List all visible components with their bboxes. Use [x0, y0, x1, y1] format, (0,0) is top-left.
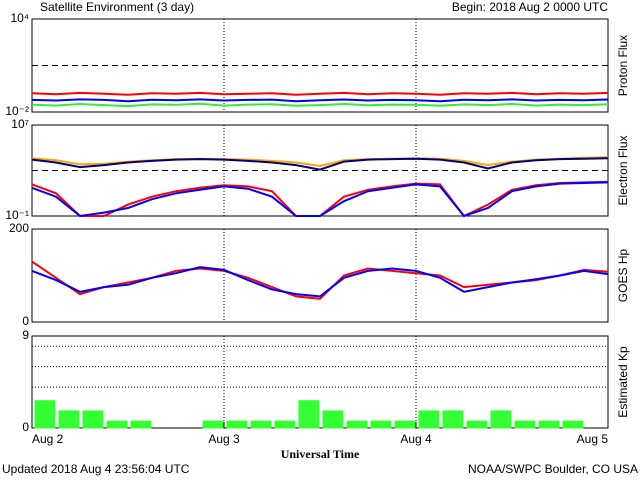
y-tick-label: 0 — [22, 314, 29, 328]
y-axis-label: Proton Flux — [616, 35, 630, 96]
panel-frame — [31, 18, 609, 113]
kp-bar — [562, 420, 584, 429]
kp-bar — [514, 420, 536, 429]
y-axis-label: Electron Flux — [616, 135, 630, 205]
panel-frame — [31, 228, 609, 323]
kp-bar — [106, 420, 128, 429]
data-line — [31, 98, 609, 103]
kp-bar — [370, 420, 392, 429]
credit: NOAA/SWPC Boulder, CO USA — [468, 462, 638, 476]
kp-bar — [298, 400, 320, 429]
y-tick-label: 10⁴ — [10, 11, 29, 25]
y-tick-label: 10⁷ — [11, 117, 29, 131]
kp-bar — [250, 420, 272, 429]
x-tick-label: Aug 2 — [32, 432, 64, 446]
kp-bar — [466, 420, 488, 429]
data-line — [31, 181, 609, 218]
kp-bar — [490, 410, 512, 429]
kp-bar — [130, 420, 152, 429]
kp-bar — [346, 420, 368, 429]
kp-bar — [274, 420, 296, 429]
data-line — [31, 91, 609, 96]
kp-bar — [538, 420, 560, 429]
y-tick-label: 0 — [22, 420, 29, 434]
x-tick-label: Aug 3 — [208, 432, 240, 446]
y-tick-label: 9 — [22, 328, 29, 342]
data-line — [31, 102, 609, 108]
updated-time: Updated 2018 Aug 4 23:56:04 UTC — [2, 462, 190, 476]
kp-bar — [418, 410, 440, 429]
kp-bar — [394, 420, 416, 429]
data-line — [31, 180, 609, 218]
y-axis-label: Estimated Kp — [616, 346, 630, 418]
kp-bar — [322, 410, 344, 429]
panel-frame — [31, 335, 609, 429]
kp-bar — [82, 410, 104, 429]
x-tick-label: Aug 5 — [577, 432, 609, 446]
kp-bar — [202, 420, 224, 429]
kp-bar — [442, 410, 464, 429]
x-axis-label: Universal Time — [281, 447, 360, 461]
y-tick-label: 10⁻¹ — [5, 208, 29, 222]
title: Satellite Environment (3 day) — [40, 0, 194, 14]
x-tick-label: Aug 4 — [400, 432, 432, 446]
data-line — [31, 266, 609, 298]
begin-time: Begin: 2018 Aug 2 0000 UTC — [452, 0, 608, 14]
y-axis-label: GOES Hp — [616, 249, 630, 303]
y-tick-label: 10⁻² — [5, 104, 29, 118]
kp-bar — [58, 410, 80, 429]
y-tick-label: 200 — [9, 221, 29, 235]
data-line — [31, 157, 609, 171]
kp-bar — [34, 400, 56, 429]
kp-bar — [226, 420, 248, 429]
